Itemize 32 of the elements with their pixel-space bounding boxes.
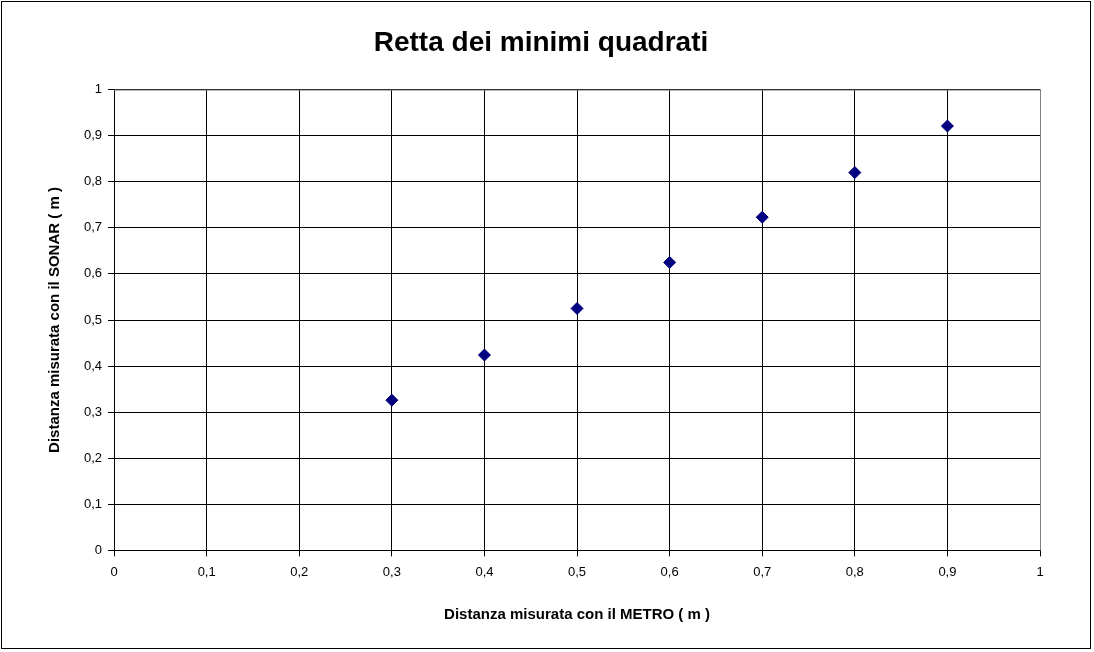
y-tick-label: 0,1 (83, 495, 103, 511)
x-axis-title: Distanza misurata con il METRO ( m ) (444, 605, 710, 623)
y-tick-label: 0 (94, 541, 103, 557)
y-tick-label: 0,8 (83, 173, 103, 189)
y-tick-label: 0,3 (83, 403, 103, 419)
point (663, 255, 677, 269)
x-tick-label: 1 (1036, 563, 1044, 579)
x-tick-label: 0,1 (197, 563, 216, 579)
x-tick-label: 0,3 (382, 563, 401, 579)
x-tick-label: 0,7 (753, 563, 772, 579)
y-tick-label: 0,6 (83, 265, 103, 281)
y-tick-label: 0,5 (83, 311, 103, 327)
point (848, 166, 862, 180)
x-tick-label: 0,4 (475, 563, 494, 579)
point (755, 210, 769, 224)
y-tick-label: 0,2 (83, 449, 103, 465)
x-tick-label: 0,6 (660, 563, 679, 579)
y-tick-label: 0,4 (83, 357, 103, 373)
point (570, 301, 584, 315)
y-tick-label: 0,7 (83, 219, 103, 235)
x-tick-label: 0,2 (290, 563, 309, 579)
x-tick-label: 0,5 (568, 563, 587, 579)
point (940, 119, 954, 133)
point (385, 393, 399, 407)
x-tick-label: 0 (110, 563, 118, 579)
x-tick-label: 0,8 (845, 563, 864, 579)
point (477, 348, 491, 362)
y-tick-label: 0,9 (83, 127, 103, 143)
y-axis-title: Distanza misurata con il SONAR ( m ) (45, 187, 63, 453)
x-tick-label: 0,9 (938, 563, 957, 579)
y-tick-label: 1 (94, 81, 103, 97)
chart-title: Retta dei minimi quadrati (373, 25, 709, 57)
